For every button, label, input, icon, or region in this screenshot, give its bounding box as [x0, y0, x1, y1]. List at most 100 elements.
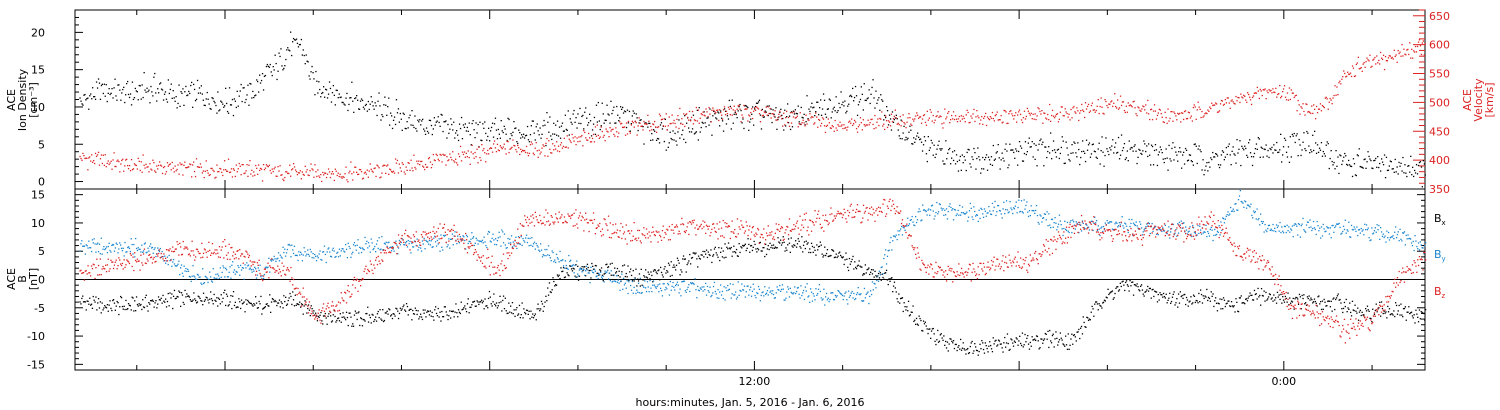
- bx-point: [383, 319, 386, 322]
- velocity-point: [630, 124, 632, 126]
- density-point: [1250, 156, 1253, 158]
- bx-point: [750, 244, 753, 247]
- bx-point: [187, 295, 190, 297]
- bx-point: [1411, 315, 1414, 317]
- density-point: [1300, 154, 1302, 157]
- by-point: [84, 253, 86, 255]
- velocity-point: [1423, 54, 1425, 56]
- bx-point: [1327, 300, 1330, 302]
- bx-point: [947, 350, 949, 352]
- velocity-point: [634, 120, 636, 122]
- by-point: [132, 253, 134, 255]
- by-point: [300, 253, 303, 255]
- bx-point: [937, 341, 940, 343]
- velocity-point: [967, 111, 969, 114]
- density-point: [373, 108, 375, 110]
- bx-point: [672, 266, 674, 268]
- velocity-point: [118, 161, 120, 163]
- velocity-point: [734, 110, 736, 112]
- density-point: [273, 69, 275, 71]
- velocity-point: [134, 164, 136, 166]
- density-point: [820, 114, 823, 116]
- by-point: [469, 241, 471, 243]
- bx-point: [577, 279, 580, 281]
- density-point: [599, 128, 601, 131]
- by-point: [487, 230, 490, 233]
- velocity-point: [1399, 51, 1401, 53]
- density-point: [390, 112, 392, 114]
- bx-point: [91, 307, 94, 309]
- density-point: [787, 122, 790, 124]
- bx-point: [1272, 300, 1274, 302]
- bx-point: [340, 321, 342, 323]
- bx-point: [379, 309, 381, 311]
- velocity-point: [744, 108, 746, 110]
- velocity-point: [475, 156, 477, 158]
- density-point: [947, 152, 949, 154]
- density-point: [1262, 156, 1264, 158]
- bx-point: [1030, 345, 1032, 347]
- density-point: [545, 144, 547, 147]
- by-point: [144, 242, 146, 244]
- velocity-point: [1302, 103, 1304, 105]
- velocity-point: [915, 115, 917, 117]
- density-point: [1143, 140, 1145, 142]
- by-point: [321, 259, 323, 261]
- bx-point: [246, 303, 248, 305]
- bx-point: [1016, 338, 1018, 340]
- velocity-point: [98, 164, 101, 166]
- velocity-point: [679, 107, 681, 110]
- velocity-point: [149, 163, 151, 165]
- density-point: [1310, 149, 1312, 151]
- bx-point: [772, 244, 775, 246]
- bx-point: [107, 310, 109, 312]
- density-point: [1415, 164, 1418, 166]
- bx-point: [1421, 311, 1423, 314]
- density-point: [675, 140, 677, 142]
- bx-point: [1385, 311, 1387, 313]
- by-point: [354, 245, 356, 247]
- bx-point: [137, 305, 139, 307]
- bx-point: [1380, 301, 1383, 303]
- bx-point: [304, 300, 306, 302]
- bx-point: [1087, 319, 1090, 321]
- density-point: [1251, 164, 1254, 167]
- velocity-point: [939, 115, 941, 117]
- velocity-point: [1331, 103, 1333, 105]
- velocity-point: [763, 111, 765, 113]
- density-point: [1309, 152, 1311, 154]
- bx-point: [256, 307, 259, 309]
- by-point: [430, 240, 432, 242]
- density-point: [325, 89, 328, 91]
- right-y-tick-label: 500: [1429, 96, 1450, 109]
- velocity-point: [1257, 90, 1259, 92]
- density-point: [92, 87, 94, 89]
- bx-point: [564, 276, 566, 278]
- velocity-point: [1410, 57, 1412, 59]
- bx-point: [779, 242, 781, 244]
- density-point: [750, 118, 752, 120]
- velocity-point: [80, 157, 82, 160]
- velocity-axis-title-line: [km/s]: [1483, 82, 1496, 117]
- velocity-point: [749, 115, 751, 117]
- velocity-point: [359, 169, 362, 171]
- bx-point: [549, 291, 551, 293]
- velocity-point: [288, 172, 290, 175]
- density-point: [1386, 169, 1389, 172]
- velocity-point: [275, 175, 277, 177]
- density-point: [483, 127, 485, 129]
- bx-point: [1130, 285, 1132, 287]
- density-point: [527, 139, 530, 141]
- density-point: [1224, 156, 1226, 158]
- velocity-point: [221, 171, 223, 173]
- density-point: [393, 116, 396, 118]
- density-point: [901, 138, 903, 140]
- velocity-point: [740, 121, 742, 123]
- velocity-point: [178, 173, 180, 175]
- density-point: [655, 139, 658, 141]
- bx-point: [1112, 298, 1114, 300]
- density-point: [191, 81, 193, 84]
- velocity-point: [1230, 100, 1232, 102]
- density-point: [1101, 136, 1103, 138]
- bx-point: [1367, 309, 1369, 311]
